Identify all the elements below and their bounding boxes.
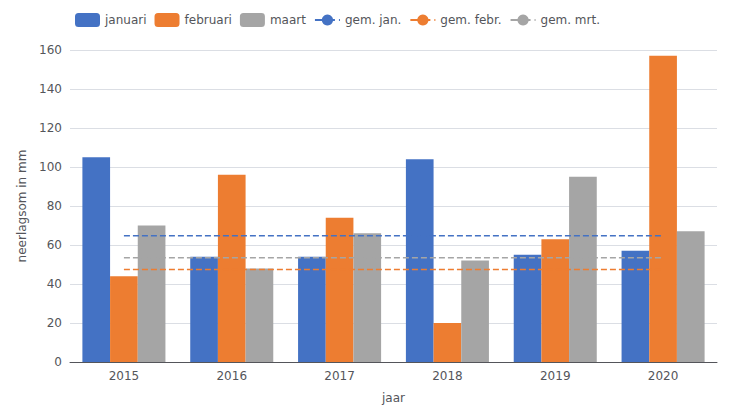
svg-text:2015: 2015 [109,369,140,383]
svg-text:20: 20 [47,316,62,330]
svg-text:0: 0 [54,355,62,369]
svg-text:80: 80 [47,199,62,213]
svg-text:neerlagsom in mm: neerlagsom in mm [15,150,29,263]
svg-text:2016: 2016 [216,369,247,383]
svg-text:2018: 2018 [432,369,463,383]
svg-text:40: 40 [47,277,62,291]
svg-text:gem. jan.: gem. jan. [345,13,401,27]
svg-text:140: 140 [39,82,62,96]
svg-text:120: 120 [39,121,62,135]
svg-text:jaar: jaar [381,391,405,405]
svg-text:gem. febr.: gem. febr. [440,13,501,27]
svg-text:februari: februari [185,13,232,27]
svg-text:160: 160 [39,43,62,57]
svg-text:gem. mrt.: gem. mrt. [541,13,600,27]
svg-text:60: 60 [47,238,62,252]
svg-text:100: 100 [39,160,62,174]
svg-text:januari: januari [104,13,147,27]
svg-text:2020: 2020 [648,369,679,383]
svg-text:2017: 2017 [324,369,355,383]
svg-text:2019: 2019 [540,369,571,383]
svg-text:maart: maart [270,13,306,27]
